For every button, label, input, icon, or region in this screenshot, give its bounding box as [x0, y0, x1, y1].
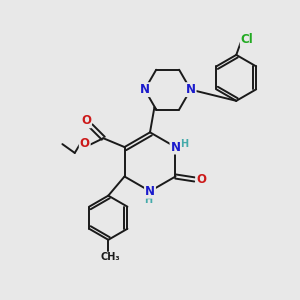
Text: N: N [170, 141, 181, 154]
Text: H: H [180, 139, 188, 148]
Text: O: O [81, 114, 91, 127]
Text: N: N [145, 185, 155, 198]
Text: Cl: Cl [241, 33, 253, 46]
Text: N: N [140, 83, 150, 96]
Text: CH₃: CH₃ [100, 253, 120, 262]
Text: O: O [80, 137, 90, 150]
Text: N: N [186, 83, 196, 96]
Text: H: H [145, 195, 153, 205]
Text: O: O [196, 173, 206, 186]
